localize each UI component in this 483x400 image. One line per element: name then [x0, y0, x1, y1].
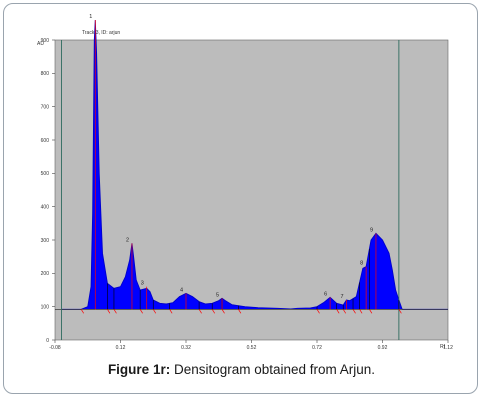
boundary-marker — [398, 309, 402, 314]
boundary-marker — [107, 309, 111, 314]
caption-text: Densitogram obtained from Arjun. — [170, 362, 376, 377]
x-axis-label: Rf — [440, 344, 446, 350]
y-tick-label: 800 — [41, 71, 50, 77]
density-curve — [61, 19, 448, 310]
y-tick-label: 300 — [41, 238, 50, 244]
boundary-marker — [152, 309, 157, 314]
x-tick-label: 0.72 — [312, 345, 322, 351]
peak-label: 7 — [340, 294, 343, 300]
chart-title: Track 3, ID: arjun — [82, 30, 120, 36]
boundary-marker — [80, 309, 84, 314]
x-tick-label: 0.12 — [116, 345, 126, 351]
peak-area-fill — [61, 20, 449, 310]
peak-label: 3 — [141, 281, 144, 287]
boundary-marker — [359, 309, 363, 314]
boundary-marker — [369, 309, 373, 314]
x-tick-label: -0.08 — [49, 345, 61, 351]
y-tick-label: 0 — [46, 338, 49, 344]
boundary-marker — [221, 309, 225, 314]
x-tick-label: 0.92 — [378, 345, 388, 351]
x-tick-label: 0.32 — [181, 345, 191, 351]
y-tick-label: 100 — [41, 304, 50, 310]
boundary-marker — [139, 309, 143, 314]
x-tick-label: 0.52 — [247, 345, 257, 351]
boundary-marker — [238, 309, 242, 314]
caption-label: Figure 1r: — [107, 362, 171, 377]
boundary-marker — [336, 309, 340, 314]
y-tick-label: 200 — [41, 271, 50, 277]
y-tick-label: 400 — [41, 204, 50, 210]
figure-caption: Figure 1r: Densitogram obtained from Arj… — [0, 362, 483, 377]
y-tick-label: 900 — [41, 38, 50, 44]
boundary-marker — [316, 309, 320, 314]
boundary-marker — [113, 309, 117, 314]
peak-label: 1 — [89, 14, 92, 20]
boundary-marker — [352, 309, 356, 314]
boundary-marker — [211, 309, 215, 314]
peak-label: 6 — [324, 291, 327, 297]
y-tick-label: 600 — [41, 138, 50, 144]
boundary-marker — [342, 309, 346, 314]
peak-label: 5 — [216, 292, 219, 298]
peak-label: 9 — [370, 227, 373, 233]
peak-label: 4 — [180, 287, 183, 293]
peak-label: 2 — [126, 237, 129, 243]
x-tick-label: 1.12 — [443, 345, 453, 351]
y-tick-label: 500 — [41, 171, 50, 177]
y-axis-label: AU — [37, 41, 44, 47]
boundary-marker — [169, 309, 173, 314]
y-tick-label: 700 — [41, 104, 50, 110]
boundary-marker — [198, 309, 202, 314]
peak-label: 8 — [360, 261, 363, 267]
